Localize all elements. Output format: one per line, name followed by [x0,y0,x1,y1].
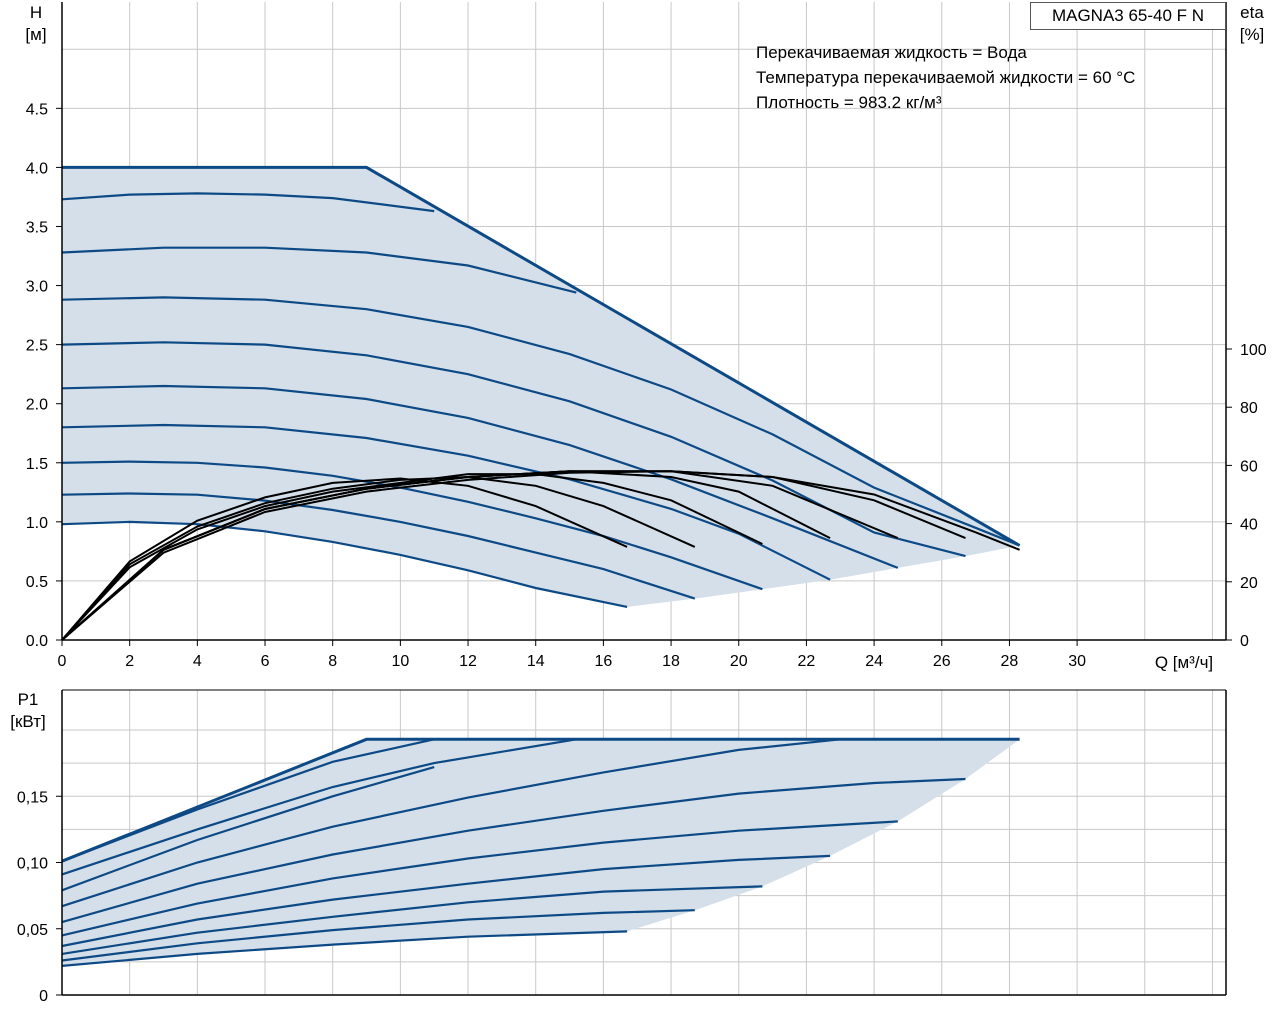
y-tick-label: 0,15 [17,789,48,806]
power-curve [61,909,695,962]
y-tick-label: 2.0 [26,397,48,414]
model-label: MAGNA3 65-40 F N [1030,2,1226,30]
power-curve [61,930,628,967]
x-tick-label: 20 [730,653,748,670]
x-tick-label: 22 [798,653,816,670]
y2-axis-label: eta [1240,3,1264,22]
power-curve [61,738,841,908]
x-tick-label: 2 [125,653,134,670]
y-tick-label: 4.5 [26,101,48,118]
x-axis-label: Q [м³/ч] [1155,653,1213,672]
y-tick-label: 0.5 [26,574,48,591]
efficiency-curve [61,470,1020,641]
y-tick-label: 1.5 [26,456,48,473]
head-curve [61,520,628,608]
y-tick-label: 2.5 [26,338,48,355]
x-tick-label: 6 [261,653,270,670]
head-curve [61,246,577,294]
x-tick-label: 24 [865,653,883,670]
y-tick-label: 3.0 [26,279,48,296]
fluid-info-line: Перекачиваемая жидкость = Вода [756,43,1027,62]
y2-tick-label: 100 [1240,342,1267,359]
power-curve [61,885,763,955]
head-efficiency-plot: 0.00.51.01.52.02.53.03.54.04.50 2 4 6 8 10 12 1… [25,2,1267,672]
y-tick-label: 0.0 [26,633,48,650]
y2-axis-unit: [%] [1240,25,1265,44]
x-tick-label: 4 [193,653,202,670]
y-axis-label: P1 [18,690,39,709]
power-curve [61,777,966,924]
power-curve [61,766,435,892]
efficiency-curve [61,470,966,641]
max-head-curve [62,165,1021,547]
x-tick-label: 0 [58,653,67,670]
y-tick-label: 3.5 [26,219,48,236]
y-axis-unit: [м] [25,25,46,44]
fluid-info: Перекачиваемая жидкость = Вода Температу… [756,40,1135,115]
y-tick-label: 0,10 [17,856,48,873]
x-tick-label: 8 [328,653,337,670]
y-tick-label: 0 [39,988,48,1005]
power-curve [61,738,577,876]
x-tick-label: 14 [527,653,545,670]
efficiency-curve [61,475,696,641]
y2-tick-label: 20 [1240,575,1258,592]
fluid-info-line: Плотность = 983.2 кг/м³ [756,93,942,112]
efficiency-curve [61,473,763,641]
x-tick-label: 12 [459,653,477,670]
efficiency-curve [61,477,628,641]
x-tick-label: 18 [662,653,680,670]
fluid-info-line: Температура перекачиваемой жидкости = 60… [756,68,1136,87]
y2-tick-label: 0 [1240,633,1249,650]
y-tick-label: 0,05 [17,922,48,939]
x-tick-label: 28 [1001,653,1019,670]
x-tick-label: 30 [1068,653,1086,670]
power-curve [61,820,898,937]
y2-tick-label: 40 [1240,517,1258,534]
head-curve [61,384,899,569]
x-tick-label: 16 [594,653,612,670]
max-power-curve [61,737,1020,863]
y-axis-label: H [30,3,42,22]
head-curve [61,192,435,213]
y2-tick-label: 80 [1240,400,1258,417]
operating-region [62,167,1020,607]
y2-tick-label: 60 [1240,458,1258,475]
y-axis-unit: [кВт] [10,712,45,731]
y-tick-label: 4.0 [26,160,48,177]
head-curve [61,296,1021,547]
head-curve [61,423,831,581]
power-plot: 0 0,05 0,10 0,15 P1 [кВт] [10,689,1227,1005]
x-tick-label: 26 [933,653,951,670]
x-tick-label: 10 [391,653,409,670]
power-curve [61,854,831,948]
y-tick-label: 1.0 [26,515,48,532]
head-curve [61,492,696,600]
